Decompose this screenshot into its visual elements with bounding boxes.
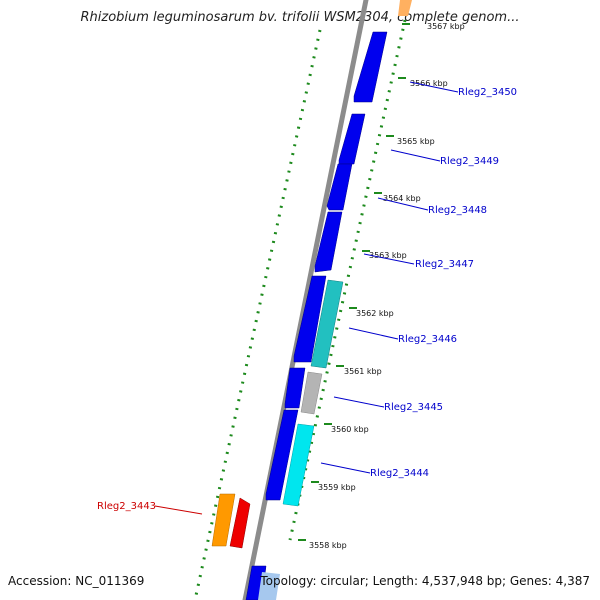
gene-rleg2-3451-top[interactable] (398, 0, 412, 16)
gene-rleg2-3445-b[interactable] (300, 371, 323, 415)
gene-labels: Rleg2_3450 Rleg2_3449 Rleg2_3448 Rleg2_3… (97, 87, 517, 512)
gene-rleg2-3444-a[interactable] (265, 409, 299, 501)
gene-label-rleg2-3445[interactable]: Rleg2_3445 (384, 402, 443, 413)
kbp-label: 3565 kbp (397, 137, 435, 146)
gene-label-rleg2-3447[interactable]: Rleg2_3447 (415, 259, 474, 270)
gene-rleg2-3446-b[interactable] (310, 279, 344, 369)
gene-rleg2-3446-a[interactable] (293, 275, 327, 363)
gene-rleg2-3445-a[interactable] (284, 367, 306, 409)
gene-label-rleg2-3449[interactable]: Rleg2_3449 (440, 156, 499, 167)
kbp-ticks (298, 23, 410, 541)
kbp-label: 3567 kbp (427, 22, 465, 31)
forward-genes (245, 31, 388, 600)
topology-text: Topology: circular; Length: 4,537,948 bp… (260, 574, 590, 588)
label-leaders (154, 81, 459, 515)
accession-text: Accession: NC_011369 (8, 574, 145, 588)
gene-label-rleg2-3444[interactable]: Rleg2_3444 (370, 468, 429, 479)
kbp-labels: 3567 kbp 3566 kbp 3565 kbp 3564 kbp 3563… (309, 22, 465, 550)
kbp-label: 3563 kbp (369, 251, 407, 260)
gene-label-rleg2-3448[interactable]: Rleg2_3448 (428, 205, 487, 216)
gene-bottom-lightblue[interactable] (258, 572, 280, 600)
gene-label-rleg2-3446[interactable]: Rleg2_3446 (398, 334, 457, 345)
gene-rleg2-3450[interactable] (353, 31, 388, 103)
kbp-label: 3562 kbp (356, 309, 394, 318)
kbp-label: 3560 kbp (331, 425, 369, 434)
gene-rleg2-3443-orange[interactable] (211, 493, 236, 547)
reverse-genes (211, 0, 412, 600)
gene-label-rleg2-3443[interactable]: Rleg2_3443 (97, 501, 156, 512)
gene-label-rleg2-3450[interactable]: Rleg2_3450 (458, 87, 517, 98)
gc-content-track (193, 29, 322, 600)
gene-rleg2-3443-red[interactable] (229, 497, 251, 549)
gene-rleg2-3448[interactable] (326, 163, 353, 211)
kbp-label: 3558 kbp (309, 541, 347, 550)
genome-backbone (242, 0, 369, 600)
kbp-label: 3564 kbp (383, 194, 421, 203)
gene-rleg2-3447[interactable] (314, 211, 343, 273)
gene-rleg2-3444-b[interactable] (282, 423, 315, 507)
kbp-label: 3561 kbp (344, 367, 382, 376)
kbp-label: 3566 kbp (410, 79, 448, 88)
map-title: Rhizobium leguminosarum bv. trifolii WSM… (80, 10, 520, 25)
kbp-label: 3559 kbp (318, 483, 356, 492)
